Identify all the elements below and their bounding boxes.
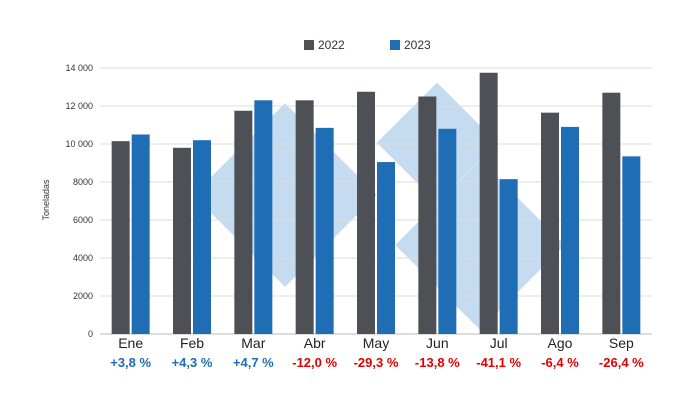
y-tick-label: 14 000 (65, 63, 93, 73)
bar-2023-jun (438, 128, 457, 334)
change-labels: +3,8 % +4,3 % +4,7 % -12,0 % -29,3 % -13,8 % -… (110, 355, 644, 370)
bar-2022-ago (541, 112, 559, 335)
change-label: +3,8 % (110, 355, 151, 370)
bar-2023-abr (315, 127, 334, 334)
change-label: +4,7 % (233, 355, 274, 370)
y-axis: 0 2000 4000 6000 8000 10 000 12 000 14 000 (65, 63, 93, 339)
bars-group (111, 72, 641, 335)
legend-label: 2022 (318, 38, 345, 52)
x-tick-label: Ene (118, 335, 143, 351)
change-label: +4,3 % (172, 355, 213, 370)
x-tick-label: Sep (609, 335, 634, 351)
legend-swatch-2023 (390, 40, 400, 50)
y-tick-label: 2000 (73, 291, 93, 301)
y-tick-label: 10 000 (65, 139, 93, 149)
x-tick-label: Feb (180, 335, 204, 351)
x-tick-label: May (363, 335, 389, 351)
bar-2023-sep (622, 156, 641, 334)
bar-2022-abr (295, 100, 314, 334)
legend-swatch-2022 (304, 40, 314, 50)
change-label: -41,1 % (476, 355, 521, 370)
bar-2023-feb (193, 140, 211, 334)
bar-2022-ene (111, 141, 130, 334)
bar-2023-may (377, 162, 395, 334)
bar-2022-mar (234, 110, 253, 334)
gridlines (100, 67, 652, 335)
bar-2022-jun (418, 96, 437, 334)
change-label: -29,3 % (354, 355, 399, 370)
y-tick-label: 12 000 (65, 101, 93, 111)
y-tick-label: 6000 (73, 215, 93, 225)
x-tick-label: Abr (304, 335, 326, 351)
y-tick-label: 8000 (73, 177, 93, 187)
change-label: -26,4 % (599, 355, 644, 370)
bar-2023-mar (254, 100, 273, 334)
y-tick-label: 0 (88, 329, 93, 339)
bar-2022-feb (173, 147, 191, 334)
change-label: -6,4 % (541, 355, 579, 370)
bar-2023-jul (499, 179, 518, 334)
y-tick-label: 4000 (73, 253, 93, 263)
x-axis: Ene Feb Mar Abr May Jun Jul Ago Sep (118, 335, 634, 351)
change-label: -12,0 % (292, 355, 337, 370)
bar-2023-ago (561, 126, 579, 335)
bar-2022-sep (602, 92, 621, 334)
x-tick-label: Jul (490, 335, 508, 351)
x-tick-label: Jun (426, 335, 449, 351)
bar-2023-ene (131, 134, 150, 334)
change-label: -13,8 % (415, 355, 460, 370)
legend: 2022 2023 (304, 38, 431, 52)
bar-2022-jul (479, 72, 498, 334)
x-tick-label: Mar (241, 335, 265, 351)
x-tick-label: Ago (548, 335, 573, 351)
y-axis-label: Toneladas (41, 179, 51, 221)
legend-label: 2023 (404, 38, 431, 52)
bar-2022-may (357, 91, 375, 334)
